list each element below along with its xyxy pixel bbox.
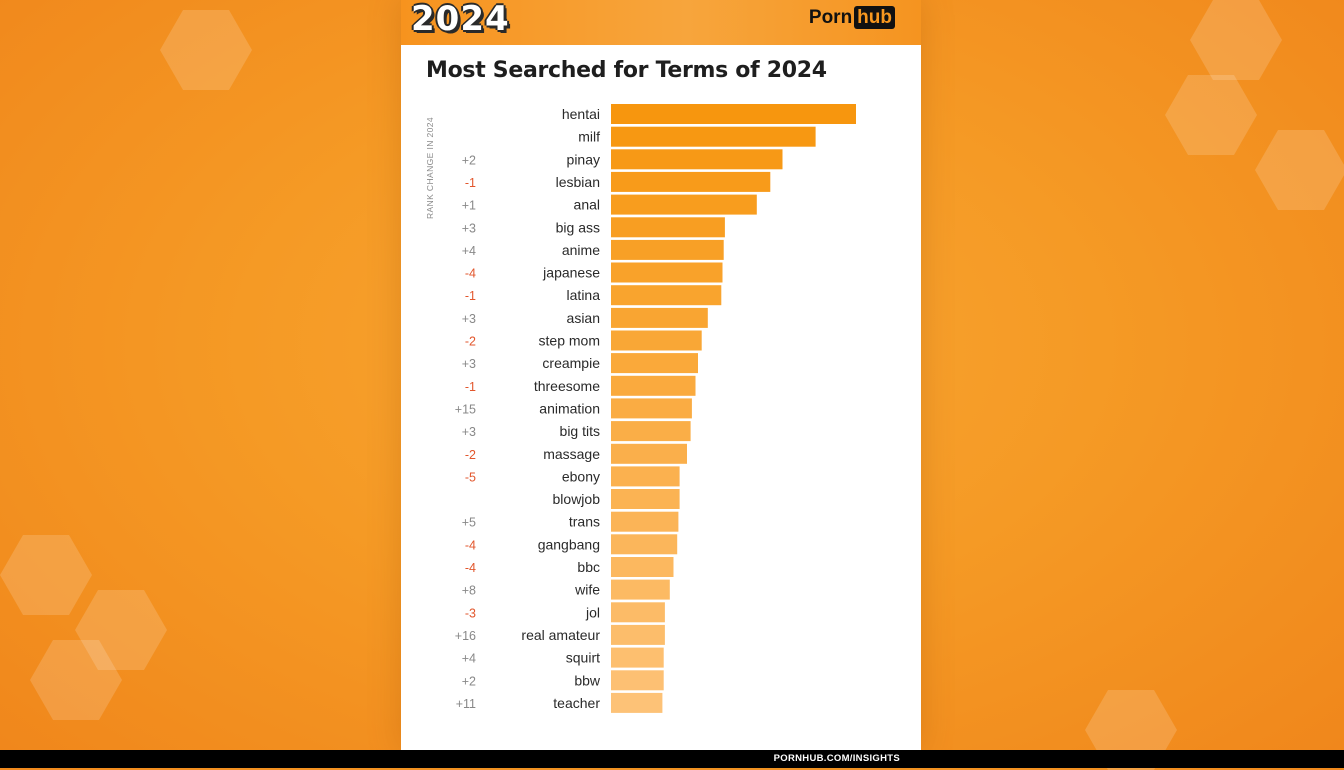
- category-label: anal: [574, 197, 600, 213]
- category-label: threesome: [534, 378, 600, 394]
- category-label: creampie: [542, 355, 600, 371]
- category-label: blowjob: [553, 491, 601, 507]
- category-label: step mom: [539, 333, 600, 349]
- bar-big-tits: [611, 421, 691, 442]
- category-label: hentai: [562, 106, 600, 122]
- category-label: bbc: [577, 559, 600, 575]
- rank-change-label: +3: [462, 221, 476, 235]
- background-hexagon: [1190, 0, 1282, 80]
- rank-change-label: +3: [462, 312, 476, 326]
- footer-bar: PORNHUB.COM/INSIGHTS: [0, 750, 1344, 768]
- category-label: teacher: [553, 695, 600, 711]
- rank-change-label: -2: [465, 335, 476, 349]
- bar-ebony: [611, 466, 680, 487]
- bar-jol: [611, 602, 665, 623]
- rank-change-label: +1: [462, 199, 476, 213]
- rank-change-label: +15: [455, 402, 476, 416]
- category-label: anime: [562, 242, 600, 258]
- category-label: massage: [543, 446, 600, 462]
- category-label: gangbang: [538, 536, 600, 552]
- rank-change-label: +11: [456, 697, 476, 711]
- bar-lesbian: [611, 171, 771, 192]
- category-label: big ass: [556, 219, 600, 235]
- rank-change-label: +4: [462, 652, 476, 666]
- bar-hentai: [611, 104, 856, 124]
- rank-change-label: -5: [465, 470, 476, 484]
- rank-change-label: +2: [462, 674, 476, 688]
- card-header: 2024 Porn hub: [401, 0, 921, 45]
- rank-change-label: -4: [465, 561, 476, 575]
- category-label: jol: [585, 604, 600, 620]
- category-label: lesbian: [556, 174, 600, 190]
- category-label: trans: [569, 514, 600, 530]
- category-label: bbw: [574, 672, 601, 688]
- bar-anime: [611, 239, 724, 260]
- rank-change-label: -3: [465, 606, 476, 620]
- rank-change-label: +5: [462, 516, 476, 530]
- bar-squirt: [611, 647, 664, 668]
- category-label: milf: [578, 129, 600, 145]
- rank-change-label: +16: [455, 629, 476, 643]
- category-label: wife: [574, 582, 600, 598]
- bar-massage: [611, 443, 687, 464]
- rank-change-label: +8: [462, 584, 476, 598]
- bar-gangbang: [611, 534, 678, 555]
- brand-logo: Porn hub: [809, 6, 895, 29]
- year-badge: 2024: [411, 0, 510, 39]
- rank-change-label: -4: [465, 267, 476, 281]
- category-label: squirt: [566, 650, 600, 666]
- background-hexagon: [1165, 75, 1257, 155]
- bar-anal: [611, 194, 757, 215]
- logo-text-right: hub: [854, 6, 895, 29]
- bar-animation: [611, 398, 692, 419]
- logo-text-left: Porn: [808, 7, 853, 28]
- category-label: ebony: [562, 468, 600, 484]
- rank-change-label: -1: [465, 380, 476, 394]
- rank-change-label: -1: [465, 176, 476, 190]
- rank-change-label: +4: [462, 244, 476, 258]
- bar-bbc: [611, 557, 674, 577]
- bar-real-amateur: [611, 624, 665, 645]
- bar-latina: [611, 285, 722, 306]
- bar-threesome: [611, 375, 696, 396]
- category-label: japanese: [542, 265, 600, 281]
- chart-title: Most Searched for Terms of 2024: [426, 58, 827, 83]
- category-label: real amateur: [521, 627, 600, 643]
- rank-change-label: -1: [465, 289, 476, 303]
- footer-url: PORNHUB.COM/INSIGHTS: [773, 753, 900, 764]
- rank-change-label: -4: [465, 538, 476, 552]
- category-label: animation: [539, 400, 600, 416]
- bar-creampie: [611, 353, 698, 374]
- category-label: asian: [567, 310, 600, 326]
- rank-change-label: -2: [465, 448, 476, 462]
- bar-big-ass: [611, 217, 725, 238]
- bar-asian: [611, 307, 708, 328]
- bar-wife: [611, 579, 670, 600]
- infographic-card: 2024 Porn hub Most Searched for Terms of…: [401, 0, 921, 750]
- category-label: big tits: [560, 423, 600, 439]
- rank-change-label: +3: [462, 425, 476, 439]
- bar-bbw: [611, 670, 664, 691]
- rank-change-label: +3: [462, 357, 476, 371]
- bar-trans: [611, 511, 679, 532]
- category-label: pinay: [567, 151, 600, 167]
- bar-teacher: [611, 692, 663, 713]
- rank-change-label: +2: [462, 153, 476, 167]
- bar-blowjob: [611, 489, 680, 509]
- bar-step-mom: [611, 330, 702, 351]
- bar-milf: [611, 126, 816, 147]
- category-label: latina: [567, 287, 601, 303]
- bar-japanese: [611, 262, 723, 283]
- bar-pinay: [611, 149, 783, 170]
